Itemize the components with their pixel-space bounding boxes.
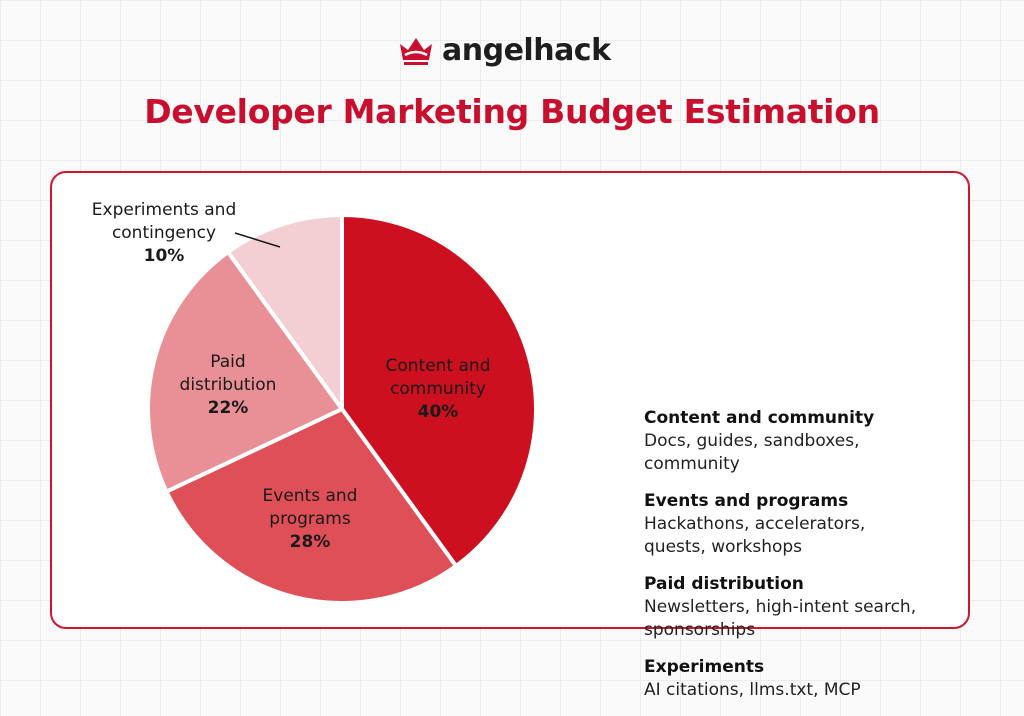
legend-item: Experiments AI citations, llms.txt, MCP xyxy=(644,656,1004,702)
legend: Content and community Docs, guides, sandb… xyxy=(644,407,1004,716)
brand-name: angelhack xyxy=(442,32,611,68)
legend-item: Events and programs Hackathons, accelerat… xyxy=(644,490,1004,559)
pie-slice xyxy=(163,406,459,605)
slice-label: Content and community 40% xyxy=(386,356,491,422)
pie-slice xyxy=(146,249,346,495)
legend-description: Docs, guides, sandboxes, xyxy=(644,431,860,451)
legend-title: Events and programs xyxy=(644,491,849,511)
legend-description: AI citations, llms.txt, MCP xyxy=(644,680,861,700)
slice-label: Experiments and contingency 10% xyxy=(92,200,236,266)
brand-logo: angelhack xyxy=(396,30,611,70)
legend-description: Newsletters, high-intent search, xyxy=(644,597,917,617)
legend-title: Paid distribution xyxy=(644,574,804,594)
legend-description: sponsorships xyxy=(644,620,756,640)
pie-slice xyxy=(340,212,538,569)
legend-title: Content and community xyxy=(644,408,875,428)
pie-slice xyxy=(225,212,344,416)
pie-chart: Content and community 40% Events and program… xyxy=(92,200,538,605)
crown-icon xyxy=(400,38,432,65)
leader-line xyxy=(234,232,281,248)
slice-label: Paid distribution 22% xyxy=(180,352,277,418)
legend-description: Hackathons, accelerators, xyxy=(644,514,866,534)
legend-item: Paid distribution Newsletters, high-inten… xyxy=(644,573,1004,642)
slice-label: Events and programs 28% xyxy=(263,486,358,552)
legend-description: quests, workshops xyxy=(644,537,803,557)
page-title: Developer Marketing Budget Estimation xyxy=(144,92,880,131)
legend-item: Content and community Docs, guides, sandb… xyxy=(644,407,1004,476)
legend-title: Experiments xyxy=(644,657,765,677)
legend-description: community xyxy=(644,454,740,474)
chart-card: Content and community 40% Events and program… xyxy=(50,171,970,700)
